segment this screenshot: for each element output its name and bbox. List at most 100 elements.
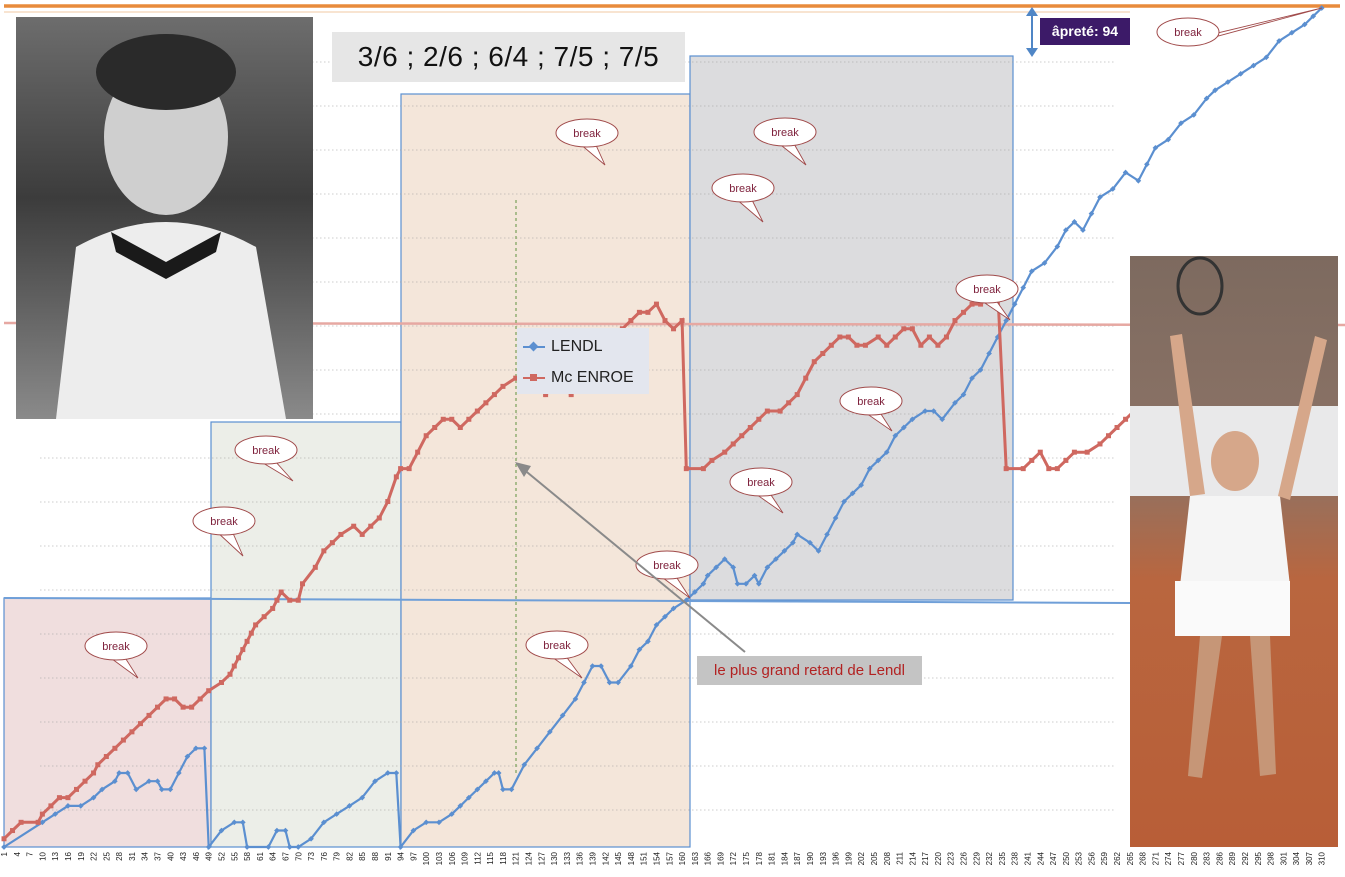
x-tick-label: 22 [90,851,99,860]
lendl-point [218,827,225,834]
lendl-point [491,770,498,776]
lendl-point [1135,177,1142,184]
mcenroe-point [287,597,293,603]
x-tick-label: 142 [601,851,610,865]
lendl-point [448,811,455,817]
x-tick-label: 268 [1139,851,1148,865]
x-tick-label: 31 [128,851,137,860]
mcenroe-point [786,400,792,406]
lendl-point [1301,21,1308,28]
lendl-point [308,835,314,842]
series-layer [1,5,1325,851]
mcenroe-point [466,416,472,422]
lendl-point [146,778,152,785]
lendl-point [1080,227,1086,233]
x-tick-label: 259 [1100,851,1109,865]
x-tick-label: 220 [934,851,943,865]
bubble-shape [711,173,775,203]
bubble-text: break [252,445,280,457]
lendl-point [572,696,579,702]
mcenroe-point [828,342,834,348]
mcenroe-point [376,515,382,521]
lendl-point [1063,227,1069,233]
lendl-point [598,663,604,669]
lendl-point [922,408,928,414]
lendl-point [773,556,779,562]
shirt-shape [56,222,286,419]
mcenroe-point [146,712,152,718]
lendl-point [1020,284,1027,291]
lendl-point [1122,169,1129,176]
x-tick-label: 34 [141,851,150,860]
x-tick-label: 19 [77,851,86,860]
lendl-point [176,770,182,776]
mcenroe-point [261,614,267,620]
lendl-point [90,794,97,801]
lendl-point [282,827,289,834]
x-tick-label: 199 [844,851,853,865]
x-tick-label: 292 [1241,851,1250,865]
mcenroe-point [739,433,745,439]
x-tick-label: 238 [1011,851,1020,865]
lendl-point [500,786,506,793]
mcenroe-point [961,309,967,315]
aprete-arrowhead-bottom [1026,48,1038,57]
bubble-text: break [973,284,1001,296]
mcenroe-point [683,466,689,472]
x-tick-label: 1 [0,851,9,856]
x-tick-label: 25 [102,851,111,860]
x-tick-label: 217 [921,851,930,865]
lendl-point [205,844,212,850]
x-tick-label: 154 [652,851,661,865]
break-callouts: break break break break break break break break… [84,7,1323,679]
lendl-point [184,753,191,760]
x-tick-label: 274 [1164,851,1173,865]
lendl-point [721,556,728,562]
mcenroe-photo [16,17,313,419]
x-tick-label: 46 [192,851,201,860]
x-tick-label: 178 [755,851,764,865]
legend-label-mcenroe: Mc ENROE [551,369,634,386]
lendl-point [410,827,417,834]
lendl-level-line [3,597,1131,604]
lendl-point [1289,29,1295,36]
mcenroe-point [820,350,826,356]
lendl-point [457,803,464,809]
mcenroe-point [368,523,374,529]
lendl-point [1088,210,1095,217]
x-tick-label: 208 [883,851,892,865]
break-bubble: break [555,118,619,166]
legend-marker-lendl [528,341,539,352]
lendl-point [824,531,830,538]
x-tick-label: 85 [358,851,367,860]
bubble-shape [525,630,589,660]
bubble-shape [839,386,903,416]
x-tick-label: 16 [64,851,73,860]
bubble-shape [192,506,256,536]
x-tick-label: 139 [589,851,598,865]
racket-shape [1176,256,1224,316]
lendl-point [875,457,882,464]
lendl-point [1310,13,1317,20]
x-tick-label: 226 [960,851,969,865]
x-tick-label: 145 [614,851,623,865]
mcenroe-point [926,334,932,340]
legend-label-lendl: LENDL [551,338,603,355]
mcenroe-point [662,318,668,324]
mcenroe-point [270,605,276,611]
mcenroe-point [329,540,335,546]
mcenroe-point [197,696,203,702]
lendl-point [900,424,907,431]
x-tick-label: 286 [1215,851,1224,865]
x-tick-label: 97 [409,851,418,860]
bubble-shape [1156,17,1220,47]
x-tick-label: 223 [947,851,956,865]
lendl-point [1054,243,1061,250]
mcenroe-point [35,819,41,825]
bubble-shape [635,550,699,580]
left-leg [1188,636,1222,778]
mcenroe-figure [56,34,286,419]
lendl-point [239,819,246,826]
lendl-point [662,613,668,620]
lendl-point [286,844,293,850]
